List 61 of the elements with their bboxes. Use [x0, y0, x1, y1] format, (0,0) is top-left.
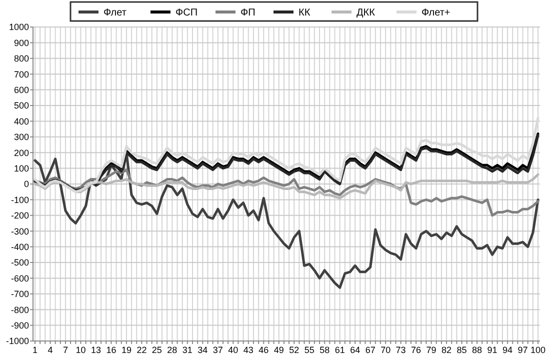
- y-tick-label: -1000: [6, 336, 29, 346]
- legend-label: Флет+: [422, 8, 450, 18]
- x-tick-label: 55: [304, 345, 314, 355]
- x-tick-label: 82: [442, 345, 452, 355]
- y-tick-label: -900: [10, 320, 29, 330]
- y-tick-label: 100: [14, 163, 29, 174]
- x-tick-label: 67: [365, 345, 376, 355]
- x-tick-label: 97: [518, 345, 528, 355]
- y-tick-label: -400: [10, 242, 29, 252]
- x-tick-label: 58: [320, 345, 330, 355]
- x-tick-label: 16: [106, 345, 116, 355]
- x-tick-label: 7: [62, 345, 68, 355]
- y-tick-label: 700: [14, 69, 29, 80]
- x-tick-label: 46: [258, 345, 269, 355]
- x-tick-label: 70: [380, 345, 391, 355]
- x-tick-label: 4: [48, 345, 53, 355]
- x-tick-label: 79: [426, 345, 436, 355]
- y-tick-label: 1000: [8, 22, 29, 32]
- y-tick-label: -800: [10, 304, 29, 315]
- y-tick-label: -300: [10, 226, 29, 236]
- x-tick-label: 85: [456, 345, 467, 355]
- legend-label: ФП: [240, 8, 256, 18]
- x-tick-label: 1: [32, 345, 38, 355]
- x-tick-label: 31: [182, 345, 192, 355]
- x-tick-label: 43: [243, 345, 254, 355]
- x-tick-label: 37: [212, 345, 223, 355]
- y-tick-label: 600: [14, 84, 29, 95]
- x-tick-label: 25: [152, 345, 162, 355]
- x-tick-label: 52: [289, 345, 300, 355]
- x-tick-label: 40: [228, 345, 238, 355]
- y-tick-label: 900: [14, 38, 29, 48]
- x-tick-label: 10: [76, 345, 86, 355]
- x-tick-label: 13: [90, 345, 101, 355]
- legend-label: Флет: [104, 8, 127, 18]
- y-tick-label: -500: [10, 258, 29, 268]
- y-tick-label: 300: [14, 132, 29, 142]
- x-tick-label: 88: [472, 345, 482, 355]
- x-tick-label: 34: [198, 345, 208, 355]
- y-tick-label: 800: [14, 54, 29, 64]
- y-tick-label: 500: [14, 100, 29, 111]
- x-tick-label: 64: [350, 345, 360, 355]
- x-tick-label: 28: [167, 345, 178, 355]
- x-tick-label: 19: [121, 345, 132, 355]
- legend-label: ФСП: [176, 8, 198, 18]
- x-tick-label: 100: [530, 345, 546, 355]
- y-tick-label: -200: [10, 210, 29, 221]
- y-tick-label: -100: [10, 194, 29, 205]
- y-tick-label: 200: [14, 148, 29, 158]
- y-tick-label: -700: [10, 289, 29, 300]
- x-tick-label: 61: [334, 345, 345, 355]
- x-tick-label: 94: [502, 345, 513, 355]
- y-tick-label: 0: [24, 179, 29, 190]
- legend-label: ДКК: [356, 8, 376, 18]
- y-tick-label: -600: [10, 273, 29, 284]
- y-tick-label: 400: [14, 116, 29, 126]
- x-tick-label: 49: [274, 345, 284, 355]
- x-tick-label: 91: [487, 345, 498, 355]
- x-tick-label: 76: [411, 345, 422, 355]
- x-tick-label: 73: [396, 345, 406, 355]
- x-tick-label: 22: [136, 345, 147, 355]
- legend-label: КК: [298, 8, 310, 18]
